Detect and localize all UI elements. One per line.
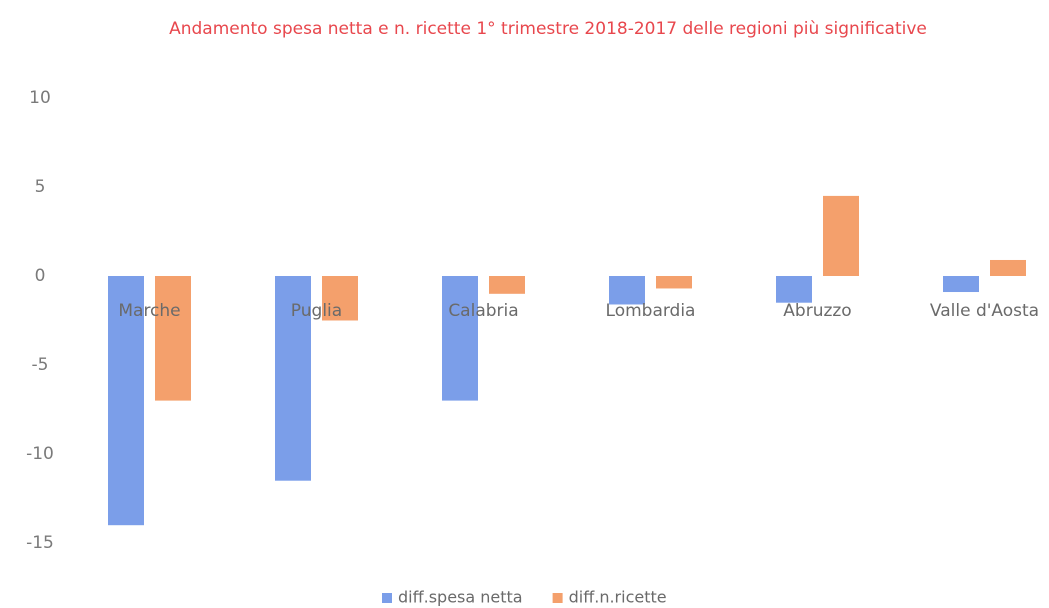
bar <box>489 276 525 294</box>
bar <box>275 276 311 481</box>
bar <box>823 195 859 276</box>
bar <box>108 276 144 526</box>
x-tick-label: Abruzzo <box>783 301 851 321</box>
bar <box>990 259 1026 276</box>
y-tick-label: 10 <box>29 88 51 108</box>
x-tick-label: Calabria <box>448 301 518 321</box>
legend-swatch <box>382 593 392 603</box>
bar <box>155 276 191 401</box>
legend-label: diff.n.ricette <box>569 588 667 607</box>
bar <box>322 276 358 321</box>
legend-label: diff.spesa netta <box>398 588 523 607</box>
bar <box>609 276 645 305</box>
legend-swatch <box>552 593 563 603</box>
x-tick-label: Valle d'Aosta <box>930 301 1039 321</box>
bar <box>656 276 692 289</box>
y-tick-label: 0 <box>35 266 46 286</box>
y-tick-label: -5 <box>32 355 49 375</box>
bar <box>943 276 979 293</box>
y-tick-label: -10 <box>26 444 54 464</box>
x-tick-label: Puglia <box>291 301 342 321</box>
bar <box>776 276 812 303</box>
x-tick-label: Marche <box>118 301 180 321</box>
chart-title: Andamento spesa netta e n. ricette 1° tr… <box>169 19 927 39</box>
bar <box>442 276 478 401</box>
y-tick-label: -15 <box>26 533 54 553</box>
y-tick-label: 5 <box>35 177 46 197</box>
x-tick-label: Lombardia <box>606 301 696 321</box>
